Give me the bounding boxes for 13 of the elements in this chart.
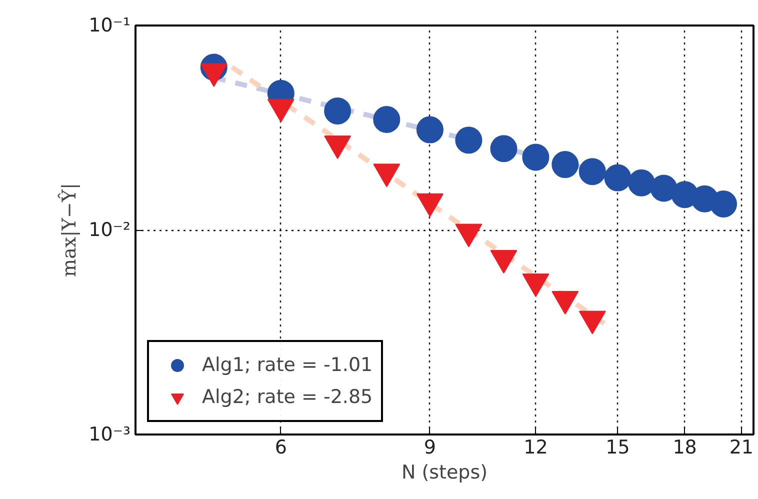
legend-label: Alg1; rate = -1.01	[202, 354, 373, 376]
y-tick-label: 10⁻³	[88, 424, 131, 446]
y-axis-title: max|Y−Ŷ|	[58, 183, 81, 277]
x-tick-label: 12	[524, 436, 548, 458]
x-tick-label: 6	[274, 436, 287, 458]
y-tick-label: 10⁻¹	[88, 14, 131, 36]
legend-label: Alg2; rate = -2.85	[202, 386, 373, 408]
x-tick-label: 9	[424, 436, 436, 458]
x-tick-label: 21	[729, 436, 754, 458]
x-tick-label: 15	[606, 436, 630, 458]
x-tick-label: 18	[672, 436, 697, 458]
y-tick-label: 10⁻²	[88, 219, 131, 241]
x-axis-title: N (steps)	[401, 462, 488, 484]
